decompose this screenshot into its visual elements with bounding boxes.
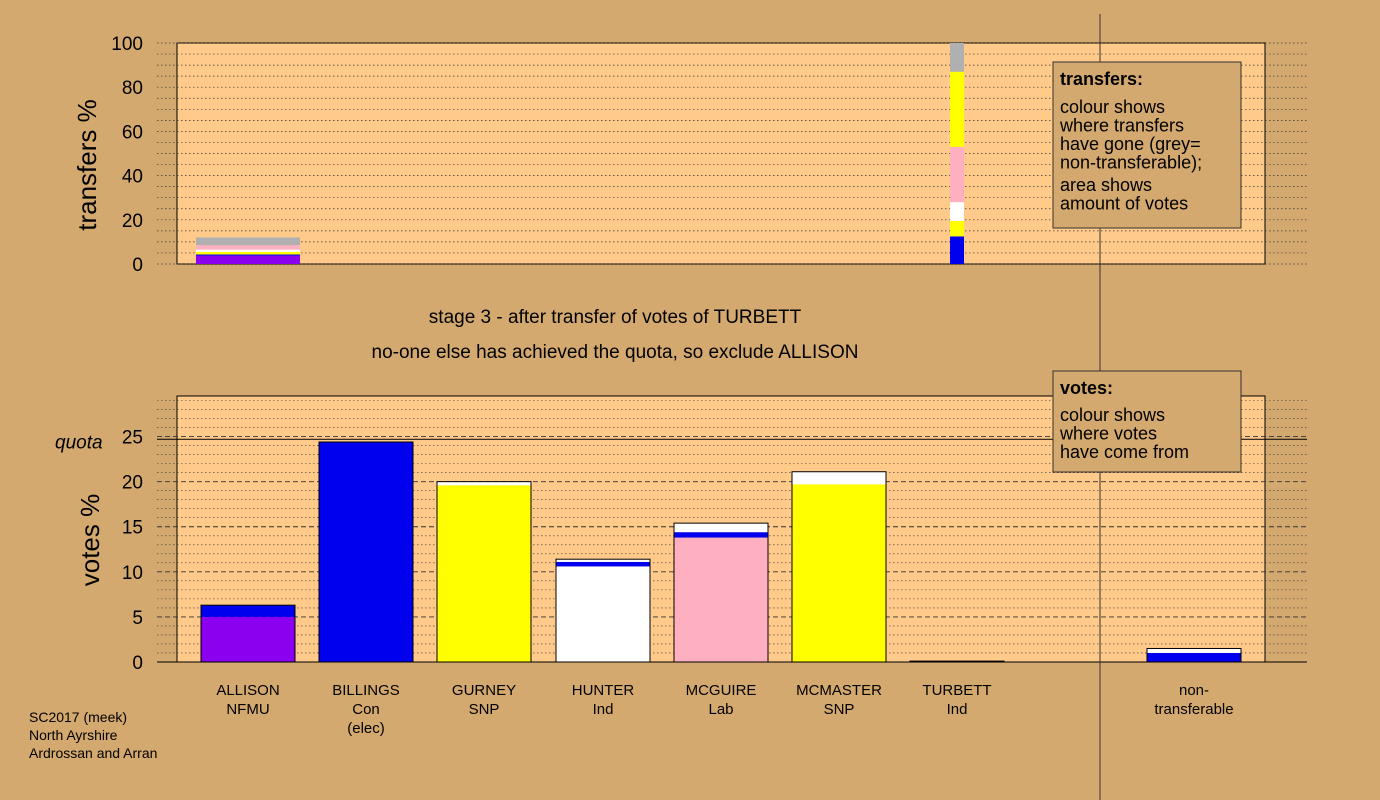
legend-text-line: where transfers bbox=[1059, 116, 1184, 136]
vote-segment-non-transferable-con bbox=[1147, 652, 1241, 662]
legend-text-line: colour shows bbox=[1060, 97, 1165, 117]
transfer-segment-allison-nontransferable bbox=[196, 237, 300, 246]
bar-outline-mcguire bbox=[673, 522, 769, 663]
votes-legend-title: votes: bbox=[1060, 378, 1113, 398]
vote-segment-mcmaster-snp bbox=[792, 484, 886, 662]
candidate-label-line: HUNTER bbox=[572, 682, 635, 699]
candidate-labels: ALLISON NFMU BILLINGS Con (elec) GURNEY SNP HUN… bbox=[216, 682, 1233, 737]
vote-segment-mcguire-lab bbox=[674, 537, 768, 662]
vote-segment-mcmaster-ind bbox=[792, 471, 886, 485]
vote-segment-hunter-ind bbox=[556, 566, 650, 662]
y-tick-label: 10 bbox=[122, 563, 143, 584]
vote-segment-hunter-ind bbox=[556, 559, 650, 562]
bar-outline-gurney bbox=[436, 481, 532, 663]
candidate-label-line: Lab bbox=[708, 701, 733, 718]
y-tick-label: 20 bbox=[122, 211, 143, 232]
transfers-y-axis-label: transfers % bbox=[72, 99, 102, 231]
vote-segment-gurney-snp bbox=[437, 485, 531, 662]
y-tick-label: 100 bbox=[111, 34, 143, 55]
transfer-segment-allison-snp bbox=[196, 251, 300, 255]
legend-text-line: amount of votes bbox=[1060, 194, 1188, 214]
transfer-segment-turbett-con bbox=[950, 236, 964, 264]
legend-text-line: where votes bbox=[1059, 424, 1157, 444]
vote-segment-allison-nfmu bbox=[201, 616, 295, 662]
bar-outline-mcmaster bbox=[791, 471, 887, 663]
y-tick-label: 25 bbox=[122, 428, 143, 449]
candidate-label-line: MCMASTER bbox=[796, 682, 882, 699]
vote-segment-gurney-ind bbox=[437, 481, 531, 486]
quota-label: quota bbox=[55, 432, 103, 453]
bar-outline-billings bbox=[318, 441, 414, 663]
bar-outline-non-transferable bbox=[1146, 647, 1242, 663]
exclusion-message: no-one else has achieved the quota, so e… bbox=[372, 342, 859, 363]
candidate-label-line: NFMU bbox=[226, 701, 269, 718]
transfer-segment-allison-con bbox=[196, 254, 300, 256]
transfer-segment-turbett-nontransferable bbox=[950, 43, 964, 72]
vote-segment-non-transferable-ind bbox=[1147, 648, 1241, 653]
footer-line: SC2017 (meek) bbox=[29, 709, 127, 725]
legend-text-line: area shows bbox=[1060, 175, 1152, 195]
transfer-segment-allison-ind bbox=[196, 249, 300, 252]
candidate-label-line: BILLINGS bbox=[332, 682, 400, 699]
bar-outline-turbett bbox=[909, 660, 1005, 663]
bar-outline-allison bbox=[200, 604, 296, 663]
transfers-y-ticks: 0 20 40 60 80 100 bbox=[111, 34, 143, 276]
candidate-label-line: TURBETT bbox=[922, 682, 991, 699]
candidate-label-line: ALLISON bbox=[216, 682, 279, 699]
y-tick-label: 80 bbox=[122, 78, 143, 99]
transfer-segment-turbett-lab bbox=[950, 146, 964, 203]
legend-text-line: have gone (grey= bbox=[1060, 134, 1201, 154]
transfer-segment-turbett-snp bbox=[950, 71, 964, 147]
votes-bars bbox=[200, 441, 1242, 663]
votes-y-ticks: 0 5 10 15 20 25 bbox=[122, 428, 143, 674]
vote-segment-mcguire-ind bbox=[674, 523, 768, 533]
y-tick-label: 5 bbox=[132, 608, 143, 629]
y-tick-label: 0 bbox=[132, 255, 143, 276]
transfer-segment-turbett-ind bbox=[950, 202, 964, 221]
legend-text-line: non-transferable); bbox=[1060, 153, 1202, 173]
y-tick-label: 40 bbox=[122, 167, 143, 188]
legend-text-line: colour shows bbox=[1060, 405, 1165, 425]
candidate-label-line: GURNEY bbox=[452, 682, 516, 699]
vote-segment-hunter-con bbox=[556, 561, 650, 567]
y-tick-label: 15 bbox=[122, 518, 143, 539]
candidate-label-line: (elec) bbox=[347, 720, 385, 737]
legend-text-line: have come from bbox=[1060, 442, 1189, 462]
votes-y-axis-label: votes % bbox=[75, 494, 105, 587]
footer-line: North Ayrshire bbox=[29, 727, 118, 743]
vote-segment-allison-con bbox=[201, 605, 295, 617]
candidate-label-line: Con bbox=[352, 701, 380, 718]
transfer-segment-turbett-snp bbox=[950, 220, 964, 237]
y-tick-label: 20 bbox=[122, 473, 143, 494]
candidate-label-line: non- bbox=[1179, 682, 1209, 699]
vote-segment-billings-con bbox=[319, 441, 413, 662]
candidate-label-line: Ind bbox=[593, 701, 614, 718]
candidate-label-line: MCGUIRE bbox=[686, 682, 757, 699]
candidate-label-line: Ind bbox=[947, 701, 968, 718]
transfers-legend-title: transfers: bbox=[1060, 69, 1143, 89]
bar-outline-hunter bbox=[555, 558, 651, 663]
stage-message: stage 3 - after transfer of votes of TUR… bbox=[429, 307, 802, 328]
candidate-label-line: SNP bbox=[469, 701, 500, 718]
candidate-label-line: SNP bbox=[824, 701, 855, 718]
vote-segment-mcguire-con bbox=[674, 532, 768, 538]
transfer-segment-allison-nfmu bbox=[196, 255, 300, 264]
y-tick-label: 60 bbox=[122, 122, 143, 143]
y-tick-label: 0 bbox=[132, 653, 143, 674]
footer-caption: SC2017 (meek) North Ayrshire Ardrossan and… bbox=[29, 709, 157, 761]
transfer-segment-allison-lab bbox=[196, 245, 300, 250]
transfers-bars bbox=[196, 43, 964, 264]
candidate-label-line: transferable bbox=[1154, 701, 1233, 718]
footer-line: Ardrossan and Arran bbox=[29, 745, 157, 761]
